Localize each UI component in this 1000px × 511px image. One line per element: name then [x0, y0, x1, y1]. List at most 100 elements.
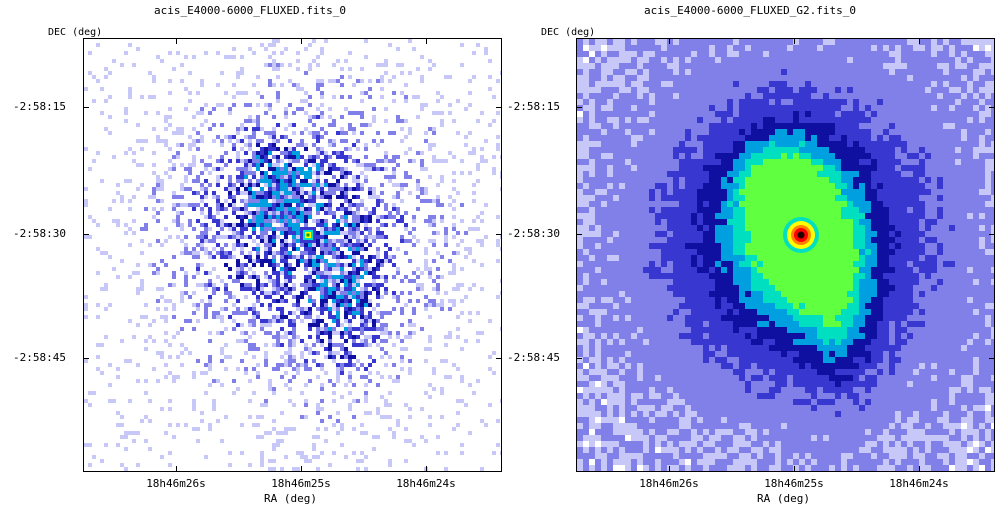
- left-raw-image[interactable]: [83, 38, 502, 472]
- smoothed-image-pixel: [577, 141, 583, 147]
- smoothed-image-pixel: [895, 141, 901, 147]
- raw-image-pixel: [228, 223, 232, 227]
- smoothed-image-pixel: [637, 99, 643, 105]
- raw-image-pixel: [208, 331, 212, 335]
- smoothed-image-pixel: [955, 39, 961, 45]
- smoothed-image-pixel: [757, 111, 763, 117]
- smoothed-image-pixel: [607, 159, 613, 165]
- raw-image-pixel: [360, 67, 364, 71]
- left-ra-tickmark-t2: [301, 38, 302, 44]
- raw-image-pixel: [276, 279, 280, 283]
- raw-image-pixel: [232, 195, 236, 199]
- raw-image-pixel: [184, 347, 188, 351]
- raw-image-pixel: [376, 203, 380, 207]
- raw-image-pixel: [396, 299, 400, 303]
- smoothed-image-pixel: [961, 129, 967, 135]
- raw-image-pixel: [256, 199, 260, 203]
- smoothed-image-pixel: [679, 165, 685, 171]
- raw-image-pixel: [364, 367, 368, 371]
- raw-image-pixel: [332, 167, 336, 171]
- smoothed-image-pixel: [877, 201, 883, 207]
- smoothed-image-pixel: [649, 201, 655, 207]
- smoothed-image-pixel: [841, 99, 847, 105]
- raw-image-pixel: [244, 243, 248, 247]
- smoothed-image-pixel: [655, 81, 661, 87]
- raw-image-pixel: [264, 235, 268, 239]
- smoothed-image-pixel: [889, 153, 895, 159]
- raw-image-pixel: [348, 303, 352, 307]
- raw-image-pixel: [280, 175, 284, 179]
- smoothed-image-pixel: [649, 141, 655, 147]
- right-smoothed-image[interactable]: [576, 38, 995, 472]
- raw-image-pixel: [332, 227, 336, 231]
- raw-image-pixel: [332, 223, 336, 227]
- raw-image-pixel: [264, 111, 268, 115]
- smoothed-image-pixel: [949, 75, 955, 81]
- smoothed-image-pixel: [691, 51, 697, 57]
- raw-image-pixel: [392, 207, 396, 211]
- raw-image-pixel: [248, 191, 252, 195]
- smoothed-image-pixel: [889, 69, 895, 75]
- raw-image-pixel: [156, 379, 160, 383]
- raw-image-pixel: [324, 439, 328, 443]
- raw-image-pixel: [292, 319, 296, 323]
- raw-image-pixel: [140, 251, 144, 255]
- raw-image-pixel: [208, 423, 212, 427]
- smoothed-image-pixel: [889, 75, 895, 81]
- smoothed-image-pixel: [955, 147, 961, 153]
- raw-image-pixel: [312, 195, 316, 199]
- raw-image-pixel: [360, 303, 364, 307]
- smoothed-image-pixel: [685, 153, 691, 159]
- smoothed-image-pixel: [637, 87, 643, 93]
- smoothed-image-pixel: [637, 177, 643, 183]
- raw-image-pixel: [296, 59, 300, 63]
- smoothed-image-pixel: [943, 81, 949, 87]
- smoothed-image-pixel: [955, 159, 961, 165]
- smoothed-image-pixel: [727, 111, 733, 117]
- raw-image-pixel: [348, 199, 352, 203]
- raw-image-pixel: [296, 363, 300, 367]
- raw-image-pixel: [288, 139, 292, 143]
- smoothed-image-pixel: [703, 195, 709, 201]
- raw-image-pixel: [360, 299, 364, 303]
- raw-image-pixel: [392, 171, 396, 175]
- raw-image-pixel: [268, 163, 272, 167]
- smoothed-image-pixel: [655, 201, 661, 207]
- raw-image-pixel: [272, 391, 276, 395]
- raw-image-pixel: [268, 159, 272, 163]
- smoothed-image-pixel: [733, 165, 739, 171]
- smoothed-image-pixel: [607, 75, 613, 81]
- smoothed-image-pixel: [649, 45, 655, 51]
- smoothed-image-pixel: [727, 177, 733, 183]
- raw-image-pixel: [312, 263, 316, 267]
- raw-image-pixel: [276, 175, 280, 179]
- raw-image-pixel: [284, 283, 288, 287]
- raw-image-pixel: [112, 267, 116, 271]
- raw-image-pixel: [268, 151, 272, 155]
- smoothed-image-pixel: [595, 219, 601, 225]
- smoothed-image-pixel: [985, 159, 991, 165]
- raw-image-pixel: [160, 259, 164, 263]
- raw-image-pixel: [468, 131, 472, 135]
- smoothed-image-pixel: [751, 129, 757, 135]
- smoothed-image-pixel: [883, 147, 889, 153]
- raw-image-pixel: [224, 291, 228, 295]
- raw-image-pixel: [128, 43, 132, 47]
- smoothed-image-pixel: [751, 177, 757, 183]
- smoothed-image-pixel: [715, 147, 721, 153]
- raw-image-pixel: [360, 247, 364, 251]
- smoothed-image-pixel: [931, 189, 937, 195]
- raw-image-pixel: [416, 275, 420, 279]
- raw-image-pixel: [288, 287, 292, 291]
- smoothed-image-pixel: [685, 81, 691, 87]
- raw-image-pixel: [100, 343, 104, 347]
- smoothed-image-pixel: [601, 195, 607, 201]
- raw-image-pixel: [220, 247, 224, 251]
- raw-image-pixel: [248, 143, 252, 147]
- smoothed-image-pixel: [625, 117, 631, 123]
- smoothed-image-pixel: [673, 141, 679, 147]
- raw-image-pixel: [240, 359, 244, 363]
- raw-image-pixel: [400, 183, 404, 187]
- smoothed-image-pixel: [607, 39, 613, 45]
- raw-image-pixel: [256, 183, 260, 187]
